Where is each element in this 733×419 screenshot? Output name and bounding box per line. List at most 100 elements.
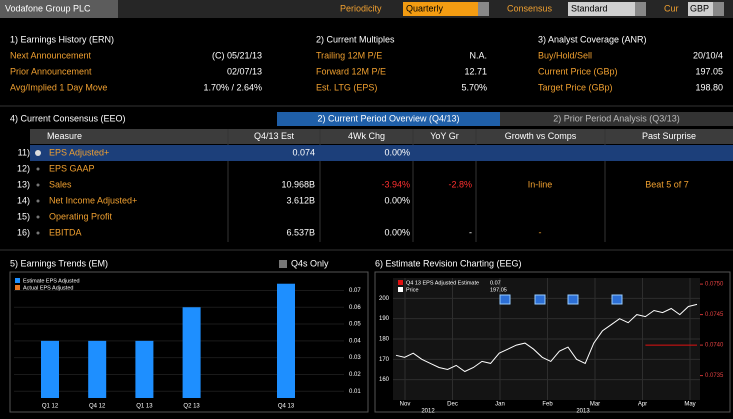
bar	[88, 340, 107, 398]
currency-dropdown[interactable]	[688, 2, 713, 16]
currency-label: Cur	[664, 3, 679, 13]
field-value: (C) 05/21/13	[212, 50, 262, 60]
legend-label: Q4 13 EPS Adjusted Estimate	[406, 280, 479, 286]
bar	[135, 340, 154, 398]
row-radio[interactable]	[36, 183, 40, 187]
consensus-dropdown[interactable]	[568, 2, 635, 16]
x-tick-label: Feb	[542, 402, 553, 408]
y-tick-label: 170	[379, 357, 390, 363]
legend-swatch	[398, 287, 403, 292]
field-value: 197.05	[695, 66, 723, 76]
legend-value: 197.05	[490, 287, 507, 293]
y-tick-label: 200	[379, 296, 390, 302]
row-radio[interactable]	[36, 215, 40, 219]
field-label: Trailing 12M P/E	[316, 50, 382, 60]
field-label: Est. LTG (EPS)	[316, 82, 377, 92]
measure-name: EPS GAAP	[49, 163, 95, 173]
legend-label: Price	[406, 287, 419, 293]
legend-swatch	[398, 280, 403, 285]
y-tick-label: 0.01	[349, 389, 361, 395]
checkbox-label: Q4s Only	[291, 258, 329, 268]
row-number: 11)	[18, 147, 30, 157]
legend-label: Actual EPS Adjusted	[23, 285, 73, 291]
y2-tick-label: 0.0750	[705, 282, 724, 288]
consensus-label: Consensus	[507, 3, 553, 13]
event-marker[interactable]	[534, 294, 546, 305]
y2-tick-label: 0.0745	[705, 312, 724, 318]
x-tick-label: Mar	[590, 402, 600, 408]
tab[interactable]	[277, 112, 500, 126]
x-tick-label: Dec	[447, 402, 458, 408]
dropdown-arrow[interactable]	[713, 2, 724, 16]
column-header: 4Wk Chg	[348, 131, 385, 141]
legend-swatch	[15, 285, 20, 290]
event-marker[interactable]	[499, 294, 511, 305]
field-label: Buy/Hold/Sell	[538, 50, 592, 60]
dropdown-arrow[interactable]	[478, 2, 489, 16]
x-tick-label: Nov	[400, 402, 411, 408]
chart-title: 6) Estimate Revision Charting (EEG)	[375, 258, 522, 268]
table-cell: 0.00%	[384, 195, 410, 205]
y-tick-label: 0.07	[349, 288, 361, 294]
checkbox[interactable]	[279, 260, 287, 268]
measure-name: EBITDA	[49, 227, 82, 237]
table-cell: 3.612B	[286, 195, 315, 205]
y-tick-label: 0.05	[349, 322, 361, 328]
tab[interactable]	[500, 112, 733, 126]
column-header: Growth vs Comps	[505, 131, 577, 141]
table-header	[30, 129, 733, 144]
x-tick-label: Jan	[495, 402, 505, 408]
measure-name: EPS Adjusted+	[49, 147, 109, 157]
x-tick-label: Q1 12	[42, 404, 59, 410]
currency-value: GBP	[690, 3, 709, 13]
event-marker[interactable]	[567, 294, 579, 305]
x-tick-label: Q4 12	[89, 404, 106, 410]
table-cell: 0.00%	[384, 147, 410, 157]
bar	[182, 307, 201, 398]
tab-label: 2) Current Period Overview (Q4/13)	[317, 113, 459, 123]
x-tick-label: Q1 13	[136, 404, 153, 410]
security-title: Vodafone Group PLC	[5, 3, 91, 13]
event-marker[interactable]	[611, 294, 623, 305]
field-label: Forward 12M P/E	[316, 66, 386, 76]
periodicity-dropdown[interactable]	[403, 2, 478, 16]
x-tick-label: Q2 13	[183, 404, 200, 410]
field-value: 5.70%	[461, 82, 487, 92]
row-radio[interactable]	[36, 231, 40, 235]
table-cell: 6.537B	[286, 227, 315, 237]
table-cell: Beat 5 of 7	[645, 179, 689, 189]
top-bar	[0, 0, 733, 18]
y-tick-label: 160	[379, 377, 390, 383]
y2-tick-label: 0.0740	[705, 343, 724, 349]
y2-tick-label: 0.0735	[705, 373, 724, 379]
section-title: 4) Current Consensus (EEO)	[10, 113, 126, 123]
column-header: Measure	[47, 131, 82, 141]
consensus-value: Standard	[571, 3, 608, 13]
table-cell: -3.94%	[381, 179, 410, 189]
legend-swatch	[15, 278, 20, 283]
field-value: 198.80	[695, 82, 723, 92]
field-value: N.A.	[469, 50, 487, 60]
y-tick-label: 0.03	[349, 355, 361, 361]
dropdown-arrow[interactable]	[635, 2, 646, 16]
table-cell: -	[539, 227, 542, 237]
field-label: Prior Announcement	[10, 66, 92, 76]
series-line	[395, 303, 698, 373]
field-value: 02/07/13	[227, 66, 262, 76]
measure-name: Operating Profit	[49, 211, 113, 221]
column-header: Q4/13 Est	[254, 131, 295, 141]
chart-title: 5) Earnings Trends (EM)	[10, 258, 108, 268]
row-radio[interactable]	[36, 199, 40, 203]
row-radio[interactable]	[35, 150, 41, 156]
measure-name: Sales	[49, 179, 72, 189]
y-tick-label: 0.04	[349, 338, 361, 344]
field-value: 20/10/4	[693, 50, 723, 60]
x-tick-label: May	[684, 402, 695, 408]
field-label: Avg/Implied 1 Day Move	[10, 82, 107, 92]
row-radio[interactable]	[36, 167, 40, 171]
y-tick-label: 0.02	[349, 372, 361, 378]
table-cell: 0.00%	[384, 227, 410, 237]
column-header: Past Surprise	[642, 131, 696, 141]
year-label: 2013	[576, 409, 590, 415]
